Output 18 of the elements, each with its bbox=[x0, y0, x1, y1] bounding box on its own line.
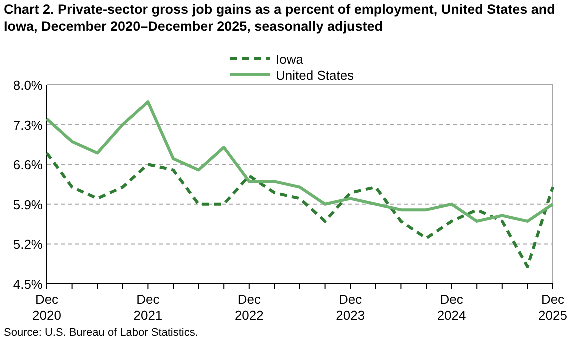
x-tick-label: Dec 2020 bbox=[32, 292, 62, 323]
x-tick-label: Dec 2024 bbox=[437, 292, 466, 323]
y-tick-label: 5.9% bbox=[13, 197, 44, 212]
x-tick-label: Dec 2022 bbox=[234, 292, 264, 323]
y-tick-label: 6.6% bbox=[13, 158, 44, 173]
legend-label: United States bbox=[276, 68, 355, 83]
source-note: Source: U.S. Bureau of Labor Statistics. bbox=[4, 327, 198, 339]
x-tick-label: Dec 2023 bbox=[336, 292, 366, 323]
x-tick-label: Dec 2025 bbox=[538, 292, 568, 323]
y-tick-label: 4.5% bbox=[13, 277, 44, 292]
y-tick-label: 7.3% bbox=[13, 118, 44, 133]
line-series bbox=[46, 152, 554, 268]
chart-title: Chart 2. Private-sector gross job gains as a percent of employment, United States and Iowa, December 2020–December 2025, seasonally adjusted bbox=[4, 2, 556, 34]
y-tick-label: 5.2% bbox=[13, 237, 44, 252]
y-tick-label: 8.0% bbox=[13, 78, 44, 93]
line-series bbox=[46, 100, 554, 223]
x-tick-label: Dec 2021 bbox=[134, 292, 163, 323]
legend-label: Iowa bbox=[276, 52, 304, 67]
